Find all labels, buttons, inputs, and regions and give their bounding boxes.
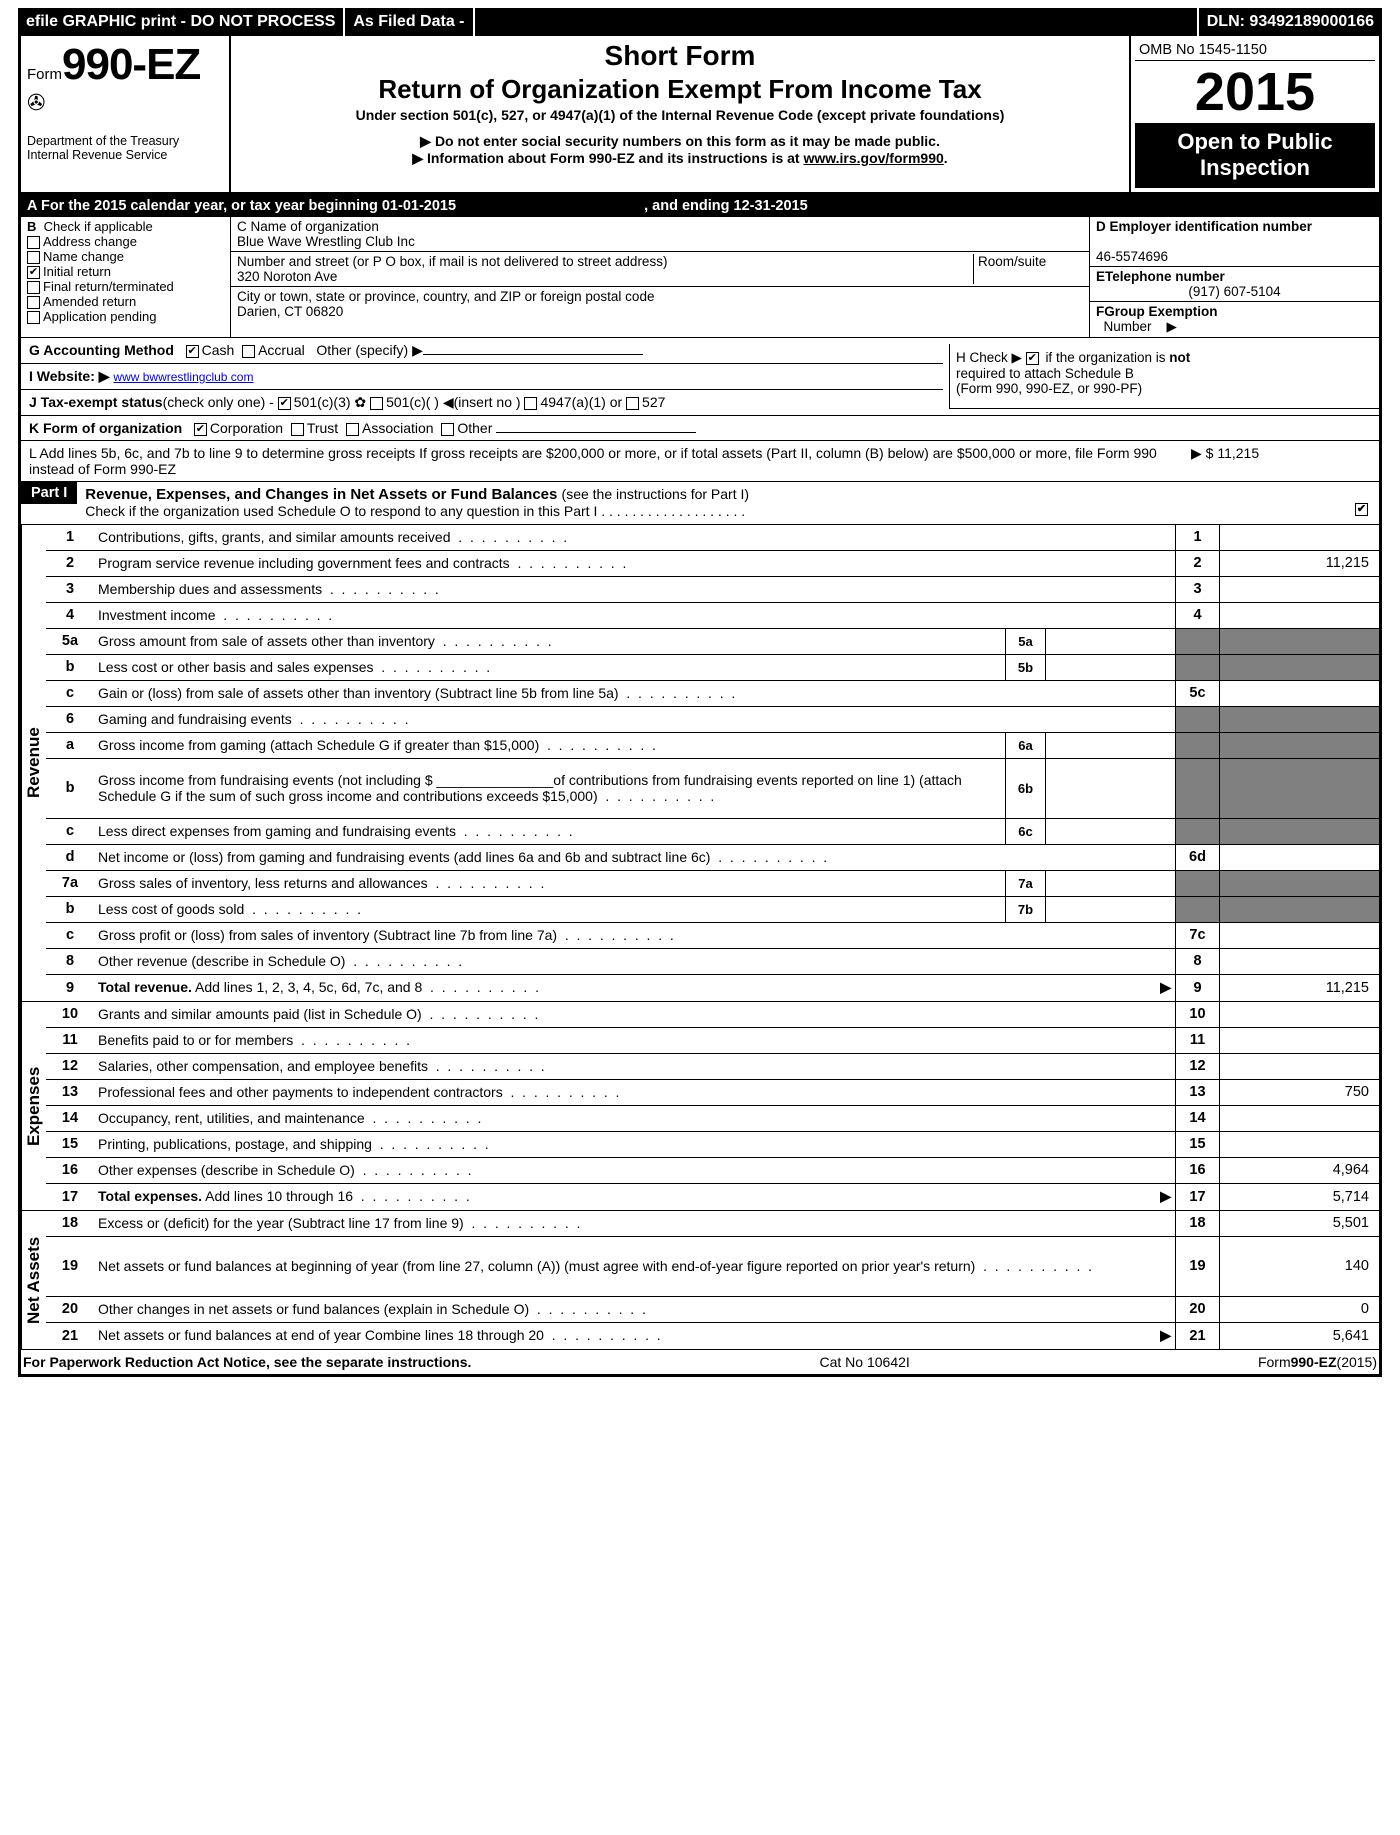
form-line-9: 9Total revenue. Add lines 1, 2, 3, 4, 5c… — [46, 975, 1379, 1001]
as-filed: As Filed Data - — [345, 8, 474, 36]
form-line-4: 4Investment income . . . . . . . . . .4 — [46, 603, 1379, 629]
box-b-item: Name change — [27, 249, 224, 264]
open-to-public: Open to Public Inspection — [1135, 123, 1375, 188]
irs-link[interactable]: www.irs.gov/form990 — [803, 150, 943, 166]
form-line-a: aGross income from gaming (attach Schedu… — [46, 733, 1379, 759]
form-line-21: 21Net assets or fund balances at end of … — [46, 1323, 1379, 1349]
line-h: H Check ▶ ✔ if the organization is not r… — [949, 344, 1379, 409]
form-line-d: dNet income or (loss) from gaming and fu… — [46, 845, 1379, 871]
form-line-c: cLess direct expenses from gaming and fu… — [46, 819, 1379, 845]
form-line-14: 14Occupancy, rent, utilities, and mainte… — [46, 1106, 1379, 1132]
subtitle: Under section 501(c), 527, or 4947(a)(1)… — [241, 107, 1119, 123]
ssn-warning: Do not enter social security numbers on … — [241, 133, 1119, 150]
org-name: Blue Wave Wrestling Club Inc — [237, 234, 415, 249]
ein: 46-5574696 — [1096, 249, 1168, 264]
form-line-b: bGross income from fundraising events (n… — [46, 759, 1379, 819]
gross-receipts: $ 11,215 — [1206, 445, 1259, 461]
form-line-17: 17Total expenses. Add lines 10 through 1… — [46, 1184, 1379, 1210]
title-return: Return of Organization Exempt From Incom… — [241, 74, 1119, 105]
form-line-16: 16Other expenses (describe in Schedule O… — [46, 1158, 1379, 1184]
form-line-11: 11Benefits paid to or for members . . . … — [46, 1028, 1379, 1054]
title-short-form: Short Form — [241, 40, 1119, 72]
line-k: K Form of organization ✔Corporation Trus… — [21, 416, 1379, 441]
expenses-section: Expenses 10Grants and similar amounts pa… — [18, 1002, 1382, 1211]
netassets-section: Net Assets 18Excess or (deficit) for the… — [18, 1211, 1382, 1349]
form-line-b: bLess cost of goods sold . . . . . . . .… — [46, 897, 1379, 923]
line-a-tax-year: A For the 2015 calendar year, or tax yea… — [21, 195, 1379, 217]
form-line-6: 6Gaming and fundraising events . . . . .… — [46, 707, 1379, 733]
form-line-2: 2Program service revenue including gover… — [46, 551, 1379, 577]
box-b-item: Address change — [27, 234, 224, 249]
box-d-e-f: D Employer identification number 46-5574… — [1089, 217, 1379, 337]
omb-number: OMB No 1545-1150 — [1135, 40, 1375, 61]
form-line-b: bLess cost or other basis and sales expe… — [46, 655, 1379, 681]
line-j: J Tax-exempt status(check only one) - ✔5… — [21, 390, 943, 415]
form-number: Form990-EZ — [27, 40, 223, 90]
efile-notice: efile GRAPHIC print - DO NOT PROCESS — [18, 8, 345, 36]
form-line-7a: 7aGross sales of inventory, less returns… — [46, 871, 1379, 897]
info-link-line: ▶ Information about Form 990-EZ and its … — [241, 150, 1119, 167]
form-header: Form990-EZ ✇ Department of the Treasury … — [18, 36, 1382, 195]
box-b-item: Application pending — [27, 309, 224, 324]
website-link[interactable]: www bwwrestlingclub com — [113, 370, 253, 384]
tax-year: 2015 — [1135, 61, 1375, 123]
box-b-item: ✔Initial return — [27, 264, 224, 279]
part-i-header: Part I Revenue, Expenses, and Changes in… — [18, 482, 1382, 525]
org-info-row: B Check if applicable Address changeName… — [18, 217, 1382, 338]
top-bar: efile GRAPHIC print - DO NOT PROCESS As … — [18, 8, 1382, 36]
form-line-10: 10Grants and similar amounts paid (list … — [46, 1002, 1379, 1028]
dln: DLN: 93492189000166 — [1197, 8, 1382, 36]
box-c: C Name of organization Blue Wave Wrestli… — [231, 217, 1089, 337]
page-footer: For Paperwork Reduction Act Notice, see … — [18, 1349, 1382, 1377]
form-line-8: 8Other revenue (describe in Schedule O) … — [46, 949, 1379, 975]
treasury-dept: Department of the Treasury Internal Reve… — [27, 134, 223, 162]
org-street: 320 Noroton Ave — [237, 269, 337, 284]
line-l: L Add lines 5b, 6c, and 7b to line 9 to … — [21, 441, 1379, 482]
form-line-19: 19Net assets or fund balances at beginni… — [46, 1237, 1379, 1297]
form-line-5a: 5aGross amount from sale of assets other… — [46, 629, 1379, 655]
revenue-section: Revenue 1Contributions, gifts, grants, a… — [18, 525, 1382, 1002]
box-b: B Check if applicable Address changeName… — [21, 217, 231, 337]
phone: (917) 607-5104 — [1096, 284, 1373, 299]
form-line-20: 20Other changes in net assets or fund ba… — [46, 1297, 1379, 1323]
form-line-12: 12Salaries, other compensation, and empl… — [46, 1054, 1379, 1080]
box-b-item: Amended return — [27, 294, 224, 309]
form-line-15: 15Printing, publications, postage, and s… — [46, 1132, 1379, 1158]
form-line-18: 18Excess or (deficit) for the year (Subt… — [46, 1211, 1379, 1237]
form-line-1: 1Contributions, gifts, grants, and simil… — [46, 525, 1379, 551]
line-g: G Accounting Method ✔Cash Accrual Other … — [21, 338, 943, 364]
form-line-3: 3Membership dues and assessments . . . .… — [46, 577, 1379, 603]
org-city: Darien, CT 06820 — [237, 304, 343, 319]
box-b-item: Final return/terminated — [27, 279, 224, 294]
form-line-13: 13Professional fees and other payments t… — [46, 1080, 1379, 1106]
line-i: I Website: ▶ www bwwrestlingclub com — [21, 364, 943, 390]
form-line-c: cGain or (loss) from sale of assets othe… — [46, 681, 1379, 707]
form-line-c: cGross profit or (loss) from sales of in… — [46, 923, 1379, 949]
